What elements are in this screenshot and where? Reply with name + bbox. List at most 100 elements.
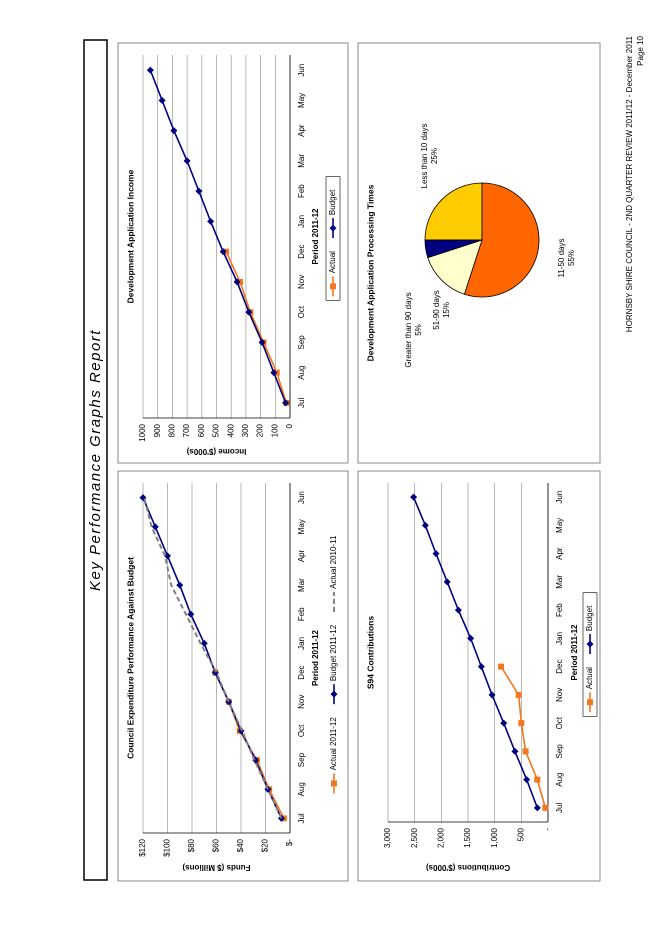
x-tick-label: Jan: [555, 632, 564, 645]
y-tick-label: 700: [182, 423, 191, 437]
marker-square: [542, 804, 549, 811]
pie-label: Less than 10 days: [420, 124, 429, 189]
marker-square: [522, 748, 529, 755]
y-tick-label: 2,500: [410, 827, 419, 848]
y-tick-label: 800: [168, 423, 177, 437]
x-tick-label: Jun: [297, 64, 306, 77]
marker-square: [515, 691, 522, 698]
marker-diamond: [258, 338, 266, 346]
page-number: Page 10: [636, 35, 645, 65]
x-tick-label: Jul: [297, 813, 306, 823]
x-tick-label: Aug: [297, 366, 306, 380]
chart-title: Development Application Income: [125, 169, 135, 303]
marker-diamond: [533, 804, 541, 812]
y-tick-label: $120: [138, 838, 147, 856]
marker-diamond: [219, 248, 227, 256]
x-tick-label: Jul: [555, 803, 564, 813]
pie-label: Greater than 90 days: [404, 292, 413, 367]
y-tick-label: 1,500: [463, 827, 472, 848]
legend-label: Budget: [328, 189, 337, 215]
x-tick-label: May: [297, 519, 306, 534]
x-tick-label: Feb: [297, 184, 306, 198]
marker-diamond: [146, 66, 154, 74]
y-tick-label: 0: [285, 423, 294, 428]
x-tick-label: Mar: [555, 575, 564, 589]
marker-diamond: [158, 96, 166, 104]
x-axis-title: Period 2011-12: [311, 629, 320, 686]
x-tick-label: Aug: [555, 773, 564, 787]
chart-title: Development Application Processing Times: [365, 184, 375, 361]
legend-box: [325, 176, 341, 301]
x-tick-label: Nov: [297, 695, 306, 709]
x-tick-label: May: [555, 518, 564, 533]
pie-label: 51-90 days: [432, 290, 441, 330]
marker-diamond: [330, 690, 338, 698]
y-tick-label: 2,000: [436, 827, 445, 848]
marker-diamond: [270, 369, 278, 377]
legend-label: Actual 2010-11: [329, 535, 338, 589]
x-tick-label: Dec: [297, 665, 306, 679]
x-tick-label: Oct: [555, 716, 564, 729]
pie-label: 11-50 days: [557, 239, 566, 278]
x-tick-label: Sep: [297, 752, 306, 767]
legend-label: Budget 2011-12: [329, 624, 338, 681]
marker-diamond: [176, 581, 184, 589]
marker-square: [534, 776, 541, 783]
marker-square: [498, 663, 505, 670]
x-tick-label: Mar: [297, 154, 306, 168]
y-tick-label: $80: [187, 838, 196, 852]
y-axis-title: Funds ($ Millions): [182, 863, 250, 872]
legend-label: Actual 2011-12: [329, 717, 338, 771]
pie-value-label: 25%: [430, 148, 439, 164]
x-tick-label: Feb: [555, 603, 564, 617]
marker-diamond: [500, 719, 508, 727]
y-tick-label: 300: [241, 423, 250, 437]
chart-title: Council Expenditure Performance Against …: [125, 557, 135, 759]
marker-diamond: [511, 747, 519, 755]
marker-diamond: [282, 399, 290, 407]
chart-title: S94 Contributions: [365, 616, 375, 689]
x-tick-label: Jan: [297, 637, 306, 650]
page-title: Key Performance Graphs Report: [87, 329, 104, 591]
y-tick-label: 600: [197, 423, 206, 437]
x-tick-label: Nov: [555, 688, 564, 702]
y-tick-label: 500: [516, 827, 525, 841]
x-tick-label: Nov: [297, 275, 306, 289]
legend-label: Budget: [585, 605, 594, 631]
marker-diamond: [200, 639, 208, 647]
x-tick-label: Dec: [297, 245, 306, 259]
marker-diamond: [329, 224, 337, 232]
marker-diamond: [410, 493, 418, 501]
x-tick-label: Apr: [297, 549, 306, 562]
legend-label: Actual: [328, 251, 337, 273]
title-box: [83, 39, 108, 881]
marker-diamond: [151, 523, 159, 531]
x-tick-label: May: [297, 93, 306, 108]
chart-frame: [357, 42, 601, 464]
series-line: [500, 666, 547, 809]
y-tick-label: 400: [226, 423, 235, 437]
series-line: [225, 251, 288, 404]
marker-diamond: [477, 663, 485, 671]
x-tick-label: Jan: [297, 215, 306, 228]
legend-box: [582, 592, 598, 717]
pie-value-label: 55%: [567, 250, 576, 266]
pie-value-label: 5%: [414, 324, 423, 336]
marker-diamond: [170, 127, 178, 135]
y-tick-label: $100: [163, 838, 172, 856]
marker-square: [330, 283, 336, 290]
y-tick-label: $60: [212, 838, 221, 852]
chart-frame: [357, 470, 601, 882]
x-tick-label: Aug: [297, 782, 306, 796]
marker-diamond: [183, 157, 191, 165]
x-tick-label: Jun: [555, 491, 564, 504]
series-line: [142, 497, 283, 819]
series-line: [143, 497, 283, 819]
pie-slice: [463, 182, 540, 298]
marker-diamond: [467, 634, 475, 642]
y-axis-title: Income ($'000s): [186, 447, 246, 456]
x-tick-label: Apr: [297, 124, 306, 137]
marker-square: [587, 699, 593, 706]
pie-value-label: 15%: [442, 302, 451, 318]
